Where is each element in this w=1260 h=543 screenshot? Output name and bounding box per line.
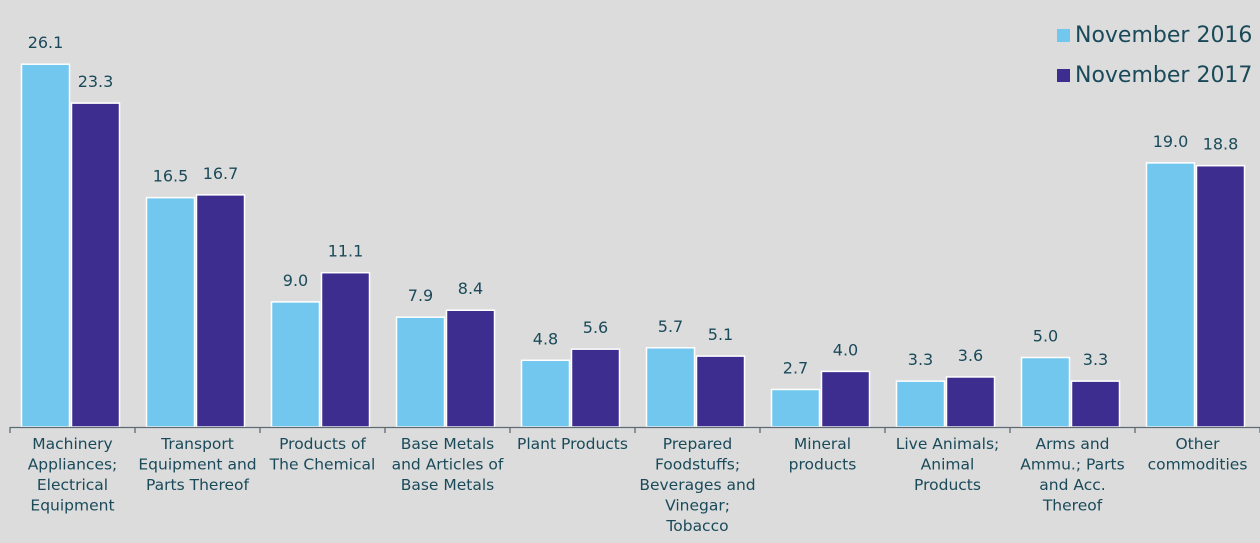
data-label: 5.6: [583, 318, 608, 337]
bar: [70, 102, 121, 428]
bar: [1020, 356, 1071, 428]
data-label: 3.3: [1083, 350, 1108, 369]
category-label: Prepared Foodstuffs; Beverages and Vinegar;…: [639, 435, 755, 535]
data-label: 19.0: [1153, 132, 1189, 151]
value-labels-layer: 26.1 16.5 9.0 7.9 4.8 5.7 2.7 3.3 5.0 19.0 23.3 16.…: [28, 33, 1239, 377]
category-label-line: Tobacco: [665, 517, 728, 535]
bar: [395, 316, 446, 428]
bar: [145, 196, 196, 428]
category-label-line: Products of: [279, 435, 366, 453]
category-label-line: Base Metals: [401, 476, 495, 494]
category-label-line: Mineral: [794, 435, 851, 453]
bar: [20, 63, 71, 428]
category-label: Machinery Appliances; Electrical Equipment: [28, 435, 118, 515]
category-label: Transport Equipment and Parts Thereof: [138, 435, 256, 494]
bar: [1070, 380, 1121, 428]
category-label-line: Transport: [160, 435, 234, 453]
bar: [945, 376, 996, 428]
data-label: 4.0: [833, 340, 858, 359]
bar: [570, 348, 621, 428]
data-label: 18.8: [1203, 135, 1239, 154]
bar: [645, 347, 696, 428]
data-label: 3.3: [908, 350, 933, 369]
category-label-line: products: [789, 456, 857, 474]
category-label: Arms and Ammu.; Parts and Acc. Thereof: [1020, 435, 1124, 515]
category-label-line: Live Animals;: [896, 435, 1000, 453]
data-label: 11.1: [328, 242, 364, 261]
bar: [270, 301, 321, 428]
bar: [1145, 162, 1196, 428]
category-label-line: Arms and: [1036, 435, 1110, 453]
category-label: Plant Products: [517, 435, 628, 453]
data-label: 26.1: [28, 33, 64, 52]
category-label-line: and Articles of: [392, 456, 504, 474]
category-label-line: Equipment: [30, 497, 114, 515]
category-label-line: Animal: [921, 456, 975, 474]
data-label: 5.7: [658, 317, 683, 336]
data-label: 2.7: [783, 358, 808, 377]
legend-label: November 2017: [1075, 63, 1252, 88]
category-label-line: Equipment and: [138, 456, 256, 474]
category-label: Base Metals and Articles of Base Metals: [392, 435, 504, 494]
data-label: 4.8: [533, 329, 558, 348]
category-label-line: Products: [914, 476, 981, 494]
category-labels-layer: Machinery Appliances; Electrical Equipment T…: [28, 435, 1248, 535]
category-label-line: The Chemical: [269, 456, 376, 474]
category-label-line: Parts Thereof: [146, 476, 249, 494]
data-label: 8.4: [458, 279, 483, 298]
category-label-line: Prepared: [663, 435, 732, 453]
data-label: 23.3: [78, 72, 114, 91]
x-axis: [9, 426, 1260, 433]
category-label-line: commodities: [1148, 456, 1248, 474]
category-label-line: Thereof: [1042, 497, 1103, 515]
bar: [770, 388, 821, 428]
data-label: 5.1: [708, 325, 733, 344]
bar: [320, 271, 371, 428]
bars-layer: [20, 63, 1246, 428]
data-label: 9.0: [283, 271, 308, 290]
legend-swatch: [1057, 69, 1070, 82]
category-label-line: Plant Products: [517, 435, 628, 453]
category-label-line: Base Metals: [401, 435, 495, 453]
data-label: 5.0: [1033, 327, 1058, 346]
category-label-line: Beverages and: [639, 476, 755, 494]
category-label: Live Animals; Animal Products: [896, 435, 1000, 494]
bar: [1195, 164, 1246, 428]
legend-label: November 2016: [1075, 23, 1252, 48]
data-label: 16.7: [203, 164, 239, 183]
category-label: Mineral products: [789, 435, 857, 474]
category-label-line: Other: [1175, 435, 1220, 453]
legend: November 2016 November 2017: [1057, 23, 1252, 88]
bar: [895, 380, 946, 428]
bar: [445, 309, 496, 428]
category-label: Other commodities: [1148, 435, 1248, 474]
bar: [695, 355, 746, 428]
category-label-line: Vinegar;: [665, 497, 730, 515]
category-label-line: Foodstuffs;: [655, 456, 740, 474]
bar: [520, 359, 571, 428]
category-label-line: Ammu.; Parts: [1020, 456, 1124, 474]
category-label-line: and Acc.: [1039, 476, 1105, 494]
category-label-line: Electrical: [37, 476, 108, 494]
data-label: 7.9: [408, 286, 433, 305]
bar: [195, 194, 246, 428]
category-label-line: Appliances;: [28, 456, 118, 474]
category-label-line: Machinery: [32, 435, 112, 453]
bar: [820, 370, 871, 428]
category-label: Products of The Chemical: [269, 435, 376, 474]
legend-swatch: [1057, 29, 1070, 42]
data-label: 16.5: [153, 167, 189, 186]
data-label: 3.6: [958, 346, 983, 365]
